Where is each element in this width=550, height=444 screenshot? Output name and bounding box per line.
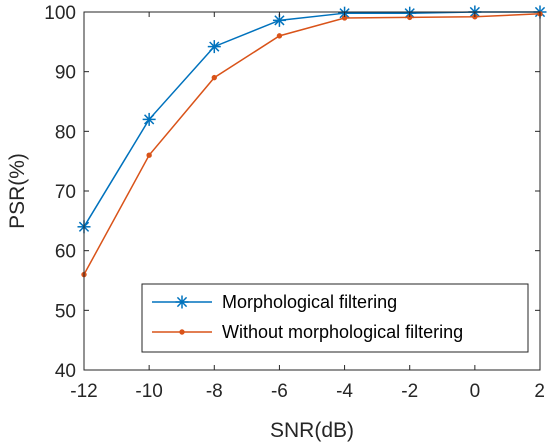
legend-label: Without morphological filtering <box>222 322 463 342</box>
x-tick-label: -12 <box>70 381 97 402</box>
x-tick-label: -2 <box>401 381 418 402</box>
data-point <box>272 13 286 27</box>
ticks-layer: -12 -10 -8 -6 -4 -2 0 2 40 50 60 70 80 90 100 <box>44 3 545 402</box>
legend-box <box>141 283 529 353</box>
x-tick-label: -10 <box>135 381 162 402</box>
data-point <box>146 152 152 158</box>
x-tick-label: 0 <box>470 381 481 402</box>
y-tick-label: 90 <box>55 63 76 84</box>
y-tick-label: 60 <box>55 242 76 263</box>
y-axis-title: PSR(%) <box>6 153 29 229</box>
legend-entry: Morphological filtering <box>152 292 397 312</box>
x-tick-label: -4 <box>336 381 353 402</box>
y-tick-label: 70 <box>55 182 76 203</box>
data-point <box>207 40 221 54</box>
x-tick-label: -6 <box>271 381 288 402</box>
asterisk-marker <box>175 295 189 309</box>
legend-label: Morphological filtering <box>222 292 397 312</box>
data-point <box>211 74 217 81</box>
legend: Morphological filtering Without morpholog… <box>141 283 529 353</box>
y-tick-label: 40 <box>55 361 76 382</box>
x-axis-title: SNR(dB) <box>270 419 354 442</box>
data-point <box>276 33 283 39</box>
data-point <box>142 112 156 126</box>
y-tick-label: 50 <box>55 301 76 322</box>
dot-marker <box>179 329 185 335</box>
series-line <box>83 13 541 275</box>
x-tick-label: 2 <box>534 381 545 402</box>
legend-entry: Without morphological filtering <box>152 322 463 342</box>
y-tick-label: 100 <box>44 3 76 24</box>
y-tick-label: 80 <box>55 122 76 143</box>
series-2 <box>81 11 543 278</box>
x-tick-label: -8 <box>206 381 223 402</box>
